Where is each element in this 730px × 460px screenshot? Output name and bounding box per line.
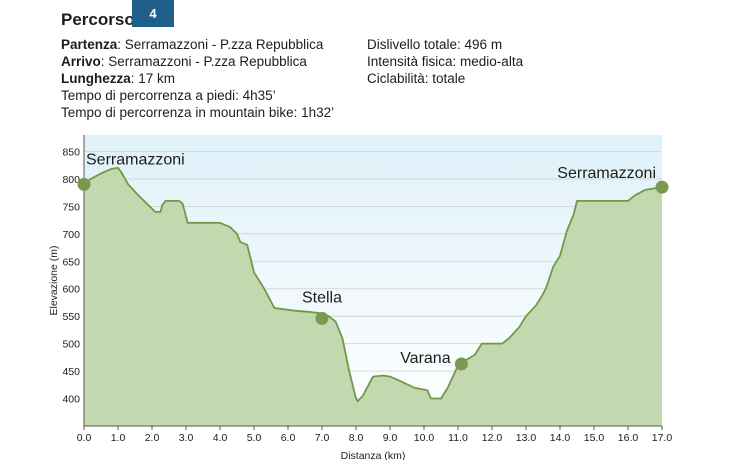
y-tick-label: 750 [62, 201, 80, 213]
end-row: Arrivo: Serramazzoni - P.zza Repubblica [61, 53, 334, 70]
x-tick-label: 16.0 [618, 432, 639, 444]
start-value: : Serramazzoni - P.zza Repubblica [117, 37, 324, 52]
start-row: Partenza: Serramazzoni - P.zza Repubblic… [61, 36, 334, 53]
route-number-badge: 4 [132, 0, 174, 27]
x-axis-label: Distanza (km) [341, 450, 406, 460]
elevation-area [84, 167, 662, 426]
y-tick-label: 550 [62, 311, 80, 323]
y-tick-labels: 400 450 500 550 600 650 700 750 800 850 [62, 146, 80, 405]
x-tick-label: 4.0 [213, 432, 228, 444]
x-tick-label: 10.0 [414, 432, 435, 444]
y-tick-label: 600 [62, 284, 80, 296]
x-tick-labels: 0.0 1.0 2.0 3.0 4.0 5.0 6.0 7.0 8.0 9.0 10.0 11.0 12… [77, 426, 673, 444]
bike-time: Tempo di percorrenza in mountain bike: 1… [61, 105, 335, 120]
cyclability: Ciclabilità: totale [367, 71, 466, 86]
y-tick-label: 450 [62, 366, 80, 378]
x-tick-label: 5.0 [247, 432, 262, 444]
y-tick-label: 650 [62, 256, 80, 268]
waypoint-marker [454, 357, 468, 371]
y-tick-label: 800 [62, 174, 80, 186]
route-info-right: Dislivello totale: 496 m Intensità fisic… [367, 36, 523, 87]
x-tick-label: 12.0 [482, 432, 503, 444]
y-tick-label: 850 [62, 146, 80, 158]
x-tick-label: 3.0 [179, 432, 194, 444]
waypoint-marker [77, 177, 91, 191]
walk-time: Tempo di percorrenza a piedi: 4h35’ [61, 88, 276, 103]
x-tick-label: 15.0 [584, 432, 605, 444]
end-value: : Serramazzoni - P.zza Repubblica [100, 54, 307, 69]
waypoint-label: Serramazzoni [557, 165, 656, 182]
length-label: Lunghezza [61, 71, 131, 86]
x-tick-label: 0.0 [77, 432, 92, 444]
length-row: Lunghezza: 17 km [61, 70, 334, 87]
x-tick-label: 7.0 [315, 432, 330, 444]
y-tick-label: 700 [62, 229, 80, 241]
waypoint-label: Stella [302, 289, 342, 306]
elevation-line [83, 167, 663, 403]
waypoint-label: Serramazzoni [86, 151, 185, 168]
length-value: : 17 km [130, 71, 176, 86]
elevation-gain: Dislivello totale: 496 m [367, 37, 503, 52]
y-axis-label: Elevazione (m) [48, 245, 60, 315]
waypoints: Serramazzoni Stella Varana Serramazzoni [77, 151, 669, 371]
start-label: Partenza [61, 37, 118, 52]
end-label: Arrivo [61, 54, 101, 69]
x-tick-label: 13.0 [516, 432, 537, 444]
route-info-left: Partenza: Serramazzoni - P.zza Repubblic… [61, 36, 334, 121]
x-tick-label: 17.0 [652, 432, 673, 444]
waypoint-label: Varana [400, 350, 451, 367]
x-tick-label: 2.0 [145, 432, 160, 444]
x-tick-label: 11.0 [448, 432, 468, 444]
route-title: Percorso [61, 10, 135, 29]
waypoint-marker [655, 180, 669, 194]
x-tick-label: 9.0 [383, 432, 398, 444]
intensity: Intensità fisica: medio-alta [367, 54, 524, 69]
x-tick-label: 6.0 [281, 432, 296, 444]
waypoint-marker [315, 311, 329, 325]
x-tick-label: 14.0 [550, 432, 571, 444]
x-tick-label: 1.0 [111, 432, 126, 444]
y-tick-label: 400 [62, 394, 80, 406]
y-tick-label: 500 [62, 339, 80, 351]
x-tick-label: 8.0 [349, 432, 364, 444]
